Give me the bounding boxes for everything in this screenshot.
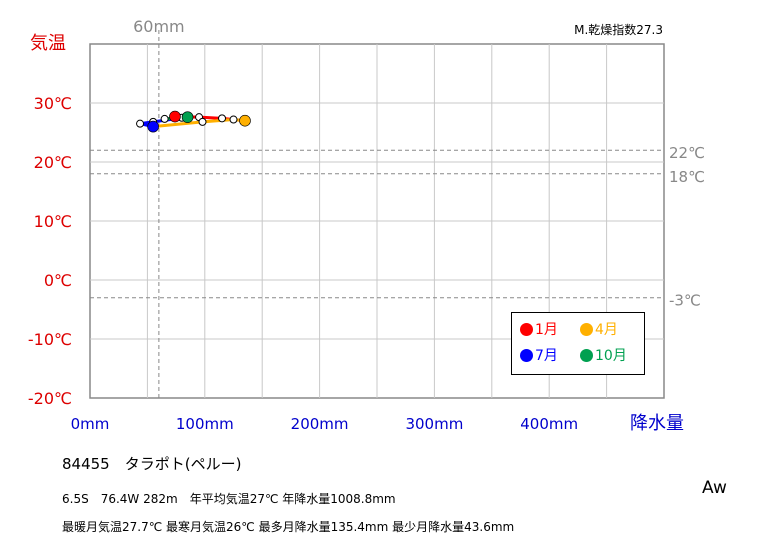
ref-label-y: 22℃ (669, 144, 705, 162)
legend-item-jul: 7月 (520, 345, 558, 365)
y-tick-label: 0℃ (44, 271, 72, 290)
chart-legend: 1月 4月 7月 10月 (511, 312, 645, 375)
legend-jul-marker (520, 348, 533, 362)
legend-item-jan: 1月 (520, 319, 558, 339)
month-point (198, 117, 207, 126)
legend-item-oct: 10月 (580, 345, 627, 365)
month-point (136, 119, 145, 128)
legend-item-apr: 4月 (580, 319, 618, 339)
highlight-point (181, 111, 194, 123)
month-point (160, 114, 169, 123)
y-tick-label: 30℃ (34, 94, 72, 113)
x-tick-label: 300mm (405, 415, 463, 433)
y-tick-label: 20℃ (34, 153, 72, 172)
legend-jul-label: 7月 (535, 348, 558, 364)
highlight-point (169, 110, 181, 123)
legend-jan-marker (520, 322, 533, 336)
path-segment (201, 118, 235, 124)
station-info-line-2: 最暖月気温27.7℃ 最寒月気温26℃ 最多月降水量135.4mm 最少月降水量… (62, 520, 515, 534)
legend-jan-label: 1月 (535, 322, 558, 338)
legend-oct-label: 10月 (595, 348, 627, 364)
legend-apr-marker (580, 322, 593, 336)
climate-classification: Aw (702, 478, 727, 498)
highlight-point (239, 114, 251, 127)
y-tick-label: -20℃ (28, 389, 72, 408)
station-info-line-1: 6.5S 76.4W 282m 年平均気温27℃ 年降水量1008.8mm (62, 492, 396, 506)
y-axis-title: 気温 (30, 33, 66, 54)
legend-oct-marker (580, 348, 593, 362)
x-tick-label: 0mm (71, 415, 110, 433)
x-tick-label: 200mm (291, 415, 349, 433)
station-name: 84455 タラポト(ペルー) (62, 455, 242, 473)
highlight-point (147, 120, 159, 133)
y-tick-label: -10℃ (28, 330, 72, 349)
path-segment (151, 120, 205, 129)
x-tick-label: 400mm (520, 415, 578, 433)
ref-label-y: -3℃ (669, 292, 701, 310)
x-axis-title: 降水量 (630, 413, 684, 434)
ref-label-x: 60mm (133, 17, 185, 36)
dryness-index: M.乾燥指数27.3 (574, 22, 663, 37)
month-point (218, 114, 227, 123)
x-tick-label: 100mm (176, 415, 234, 433)
y-tick-label: 10℃ (34, 212, 72, 231)
legend-apr-label: 4月 (595, 322, 618, 338)
ref-label-y: 18℃ (669, 168, 705, 186)
month-point (229, 115, 238, 124)
